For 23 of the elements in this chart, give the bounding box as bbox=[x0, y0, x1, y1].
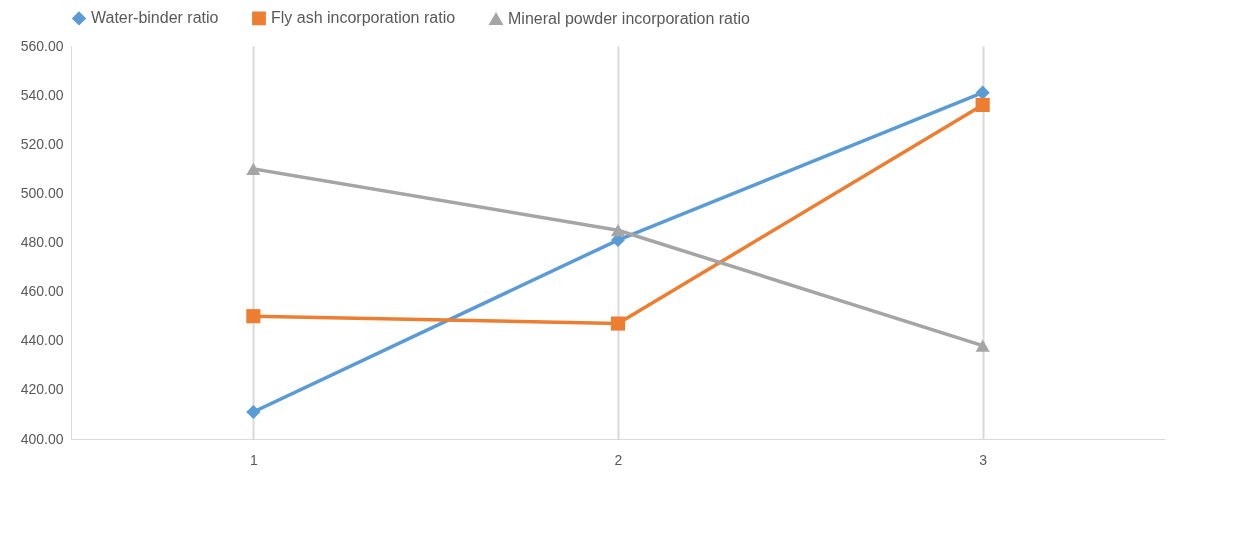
point bbox=[975, 339, 990, 352]
legend-label: Fly ash incorporation ratio bbox=[271, 9, 456, 27]
point bbox=[246, 162, 261, 175]
point bbox=[610, 316, 626, 331]
x-tick-label: 3 bbox=[979, 451, 988, 468]
y-tick-label: 400.00 bbox=[20, 430, 64, 447]
point bbox=[610, 224, 626, 237]
x-tick-label: 2 bbox=[614, 451, 623, 468]
y-tick-label: 440.00 bbox=[20, 332, 64, 349]
x-tick-label: 1 bbox=[249, 451, 258, 468]
y-tick-label: 420.00 bbox=[20, 381, 64, 398]
point bbox=[975, 85, 990, 100]
y-tick-label: 520.00 bbox=[20, 135, 64, 152]
y-tick-label: 480.00 bbox=[20, 234, 64, 250]
legend-label: Water-binder ratio bbox=[91, 9, 219, 27]
y-tick-label: 540.00 bbox=[20, 86, 64, 103]
point bbox=[246, 404, 261, 420]
point bbox=[975, 97, 990, 113]
legend-label: Mineral powder incorporation ratio bbox=[508, 9, 750, 27]
y-tick-label: 560.00 bbox=[20, 37, 64, 54]
point bbox=[246, 309, 261, 324]
y-tick-label: 460.00 bbox=[20, 283, 64, 300]
y-tick-label: 500.00 bbox=[20, 184, 64, 201]
